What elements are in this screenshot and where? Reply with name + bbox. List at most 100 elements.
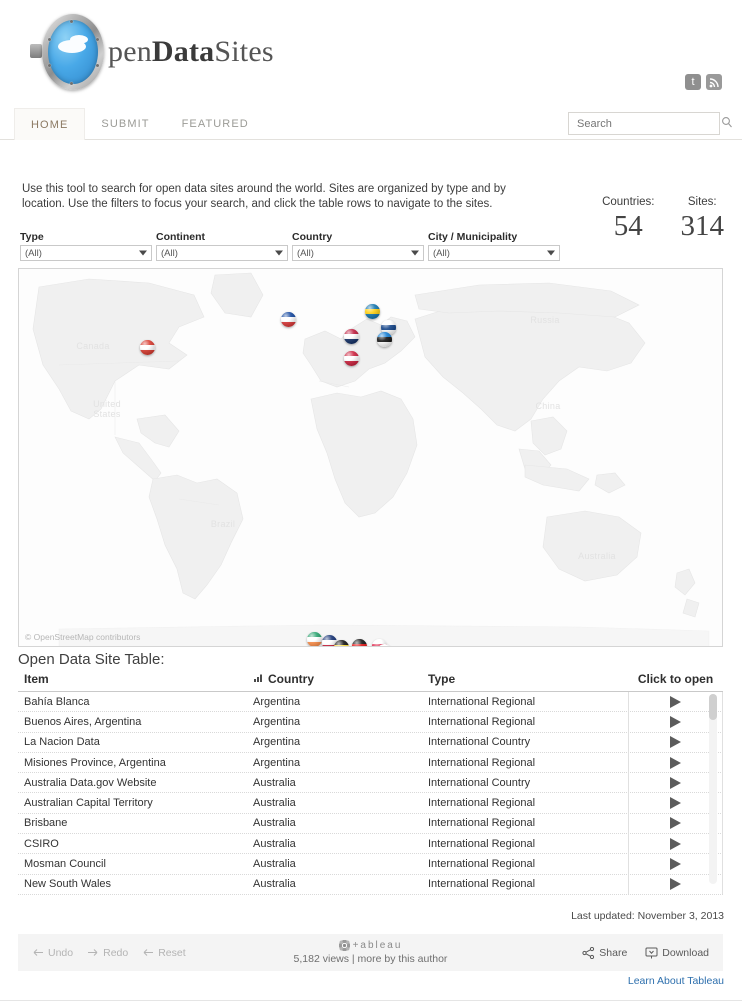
cell-open[interactable] xyxy=(628,792,723,814)
map-marker-germany[interactable] xyxy=(352,639,367,646)
cell-open[interactable] xyxy=(628,772,723,793)
cell-country: Argentina xyxy=(253,756,301,769)
cell-open[interactable] xyxy=(628,691,723,712)
world-map[interactable]: © OpenStreetMap contributors Canada Unite… xyxy=(18,268,723,647)
marker-sphere-sheen xyxy=(377,332,392,347)
search-input[interactable] xyxy=(575,116,721,131)
play-triangle-icon[interactable] xyxy=(670,817,681,830)
nav-item-list: HOME SUBMIT FEATURED xyxy=(0,108,742,140)
tableau-brand-label: +ableau xyxy=(352,940,403,951)
learn-about-tableau-link[interactable]: Learn About Tableau xyxy=(627,975,724,987)
cell-item: Brisbane xyxy=(24,817,68,830)
chevron-down-icon[interactable] xyxy=(411,250,419,256)
nav-item-featured[interactable]: FEATURED xyxy=(181,118,249,130)
map-marker-iceland[interactable] xyxy=(281,312,296,327)
download-button[interactable]: Download xyxy=(645,947,709,959)
marker-sphere-sheen xyxy=(365,304,380,319)
rss-icon[interactable] xyxy=(706,74,722,90)
download-label: Download xyxy=(662,946,709,959)
sort-ascending-icon[interactable] xyxy=(253,672,263,686)
map-marker-denmark[interactable] xyxy=(344,351,359,366)
chevron-down-icon[interactable] xyxy=(275,250,283,256)
magnifier-icon[interactable] xyxy=(721,116,733,131)
reset-button[interactable]: Reset xyxy=(142,947,186,959)
column-header-country[interactable]: Country xyxy=(253,672,428,686)
column-header-type[interactable]: Type xyxy=(428,672,456,686)
filter-country-select[interactable]: (All) xyxy=(292,245,424,261)
main-navigation: HOME SUBMIT FEATURED xyxy=(0,108,742,140)
table-row[interactable]: Australian Capital Territory Australia I… xyxy=(18,792,723,814)
undo-button[interactable]: Undo xyxy=(32,947,73,959)
marker-sphere-sheen xyxy=(381,320,396,335)
play-triangle-icon[interactable] xyxy=(670,797,681,810)
filter-type: Type (All) xyxy=(20,231,152,261)
share-button[interactable]: Share xyxy=(582,946,627,959)
table-row[interactable]: CSIRO Australia International Regional xyxy=(18,833,723,855)
play-triangle-icon[interactable] xyxy=(670,715,681,728)
filter-city-select[interactable]: (All) xyxy=(428,245,560,261)
play-triangle-icon[interactable] xyxy=(670,878,681,891)
table-row[interactable]: Australia Data.gov Website Australia Int… xyxy=(18,772,723,794)
cell-country: Australia xyxy=(253,878,296,891)
map-marker-sweden[interactable] xyxy=(365,304,380,319)
filter-continent-select[interactable]: (All) xyxy=(156,245,288,261)
cell-item: Buenos Aires, Argentina xyxy=(24,715,142,728)
twitter-icon[interactable]: t xyxy=(685,74,701,90)
map-marker-estonia[interactable] xyxy=(377,332,392,347)
cell-country: Australia xyxy=(253,837,296,850)
table-row[interactable]: Bahía Blanca Argentina International Reg… xyxy=(18,691,723,713)
map-marker-ireland[interactable] xyxy=(307,632,322,646)
cell-open[interactable] xyxy=(628,813,723,834)
play-triangle-icon[interactable] xyxy=(670,858,681,871)
map-marker-canada[interactable] xyxy=(140,340,155,355)
play-triangle-icon[interactable] xyxy=(670,837,681,850)
filter-type-select[interactable]: (All) xyxy=(20,245,152,261)
chevron-down-icon[interactable] xyxy=(547,250,555,256)
arrow-left-icon xyxy=(143,949,154,956)
tableau-flower-icon xyxy=(338,940,350,951)
cell-open[interactable] xyxy=(628,732,723,753)
play-triangle-icon[interactable] xyxy=(670,695,681,708)
map-marker-slovakia[interactable] xyxy=(377,644,392,646)
map-marker-poland[interactable] xyxy=(372,639,387,646)
table-row[interactable]: New South Wales Australia International … xyxy=(18,874,723,895)
table-row[interactable]: Misiones Province, Argentina Argentina I… xyxy=(18,752,723,774)
cell-open[interactable] xyxy=(628,711,723,733)
site-header: penDataSites t xyxy=(0,0,742,108)
open-data-site-table: Item Country Type Click to open Bahía Bl… xyxy=(18,672,723,895)
cell-country: Australia xyxy=(253,858,296,871)
chevron-down-icon[interactable] xyxy=(139,250,147,256)
cell-open[interactable] xyxy=(628,752,723,773)
table-scrollbar[interactable] xyxy=(709,694,717,884)
cell-open[interactable] xyxy=(628,874,723,895)
table-row[interactable]: Buenos Aires, Argentina Argentina Intern… xyxy=(18,711,723,733)
map-marker-belgium[interactable] xyxy=(334,640,349,646)
map-marker-finland[interactable] xyxy=(381,320,396,335)
cell-open[interactable] xyxy=(628,833,723,854)
redo-button[interactable]: Redo xyxy=(87,947,128,959)
share-icon xyxy=(582,946,595,959)
play-triangle-icon[interactable] xyxy=(670,736,681,749)
table-row[interactable]: La Nacion Data Argentina International C… xyxy=(18,732,723,753)
search-box[interactable] xyxy=(568,112,732,135)
nav-item-home[interactable]: HOME xyxy=(14,108,86,140)
cell-type: International Regional xyxy=(428,878,536,891)
site-logo[interactable]: penDataSites xyxy=(28,14,274,90)
scrollbar-thumb[interactable] xyxy=(709,694,717,720)
map-marker-uk[interactable] xyxy=(322,635,337,646)
column-header-item[interactable]: Item xyxy=(24,672,49,686)
stat-sites-label: Sites: xyxy=(687,196,717,208)
nav-item-submit[interactable]: SUBMIT xyxy=(101,118,150,130)
play-triangle-icon[interactable] xyxy=(670,756,681,769)
cell-item: Misiones Province, Argentina xyxy=(24,756,166,769)
map-marker-norway[interactable] xyxy=(344,329,359,344)
table-row[interactable]: Mosman Council Australia International R… xyxy=(18,853,723,875)
cell-open[interactable] xyxy=(628,853,723,875)
last-updated-text: Last updated: November 3, 2013 xyxy=(571,910,724,922)
tool-description: Use this tool to search for open data si… xyxy=(22,183,506,210)
map-landmasses xyxy=(32,272,710,646)
play-triangle-icon[interactable] xyxy=(670,776,681,789)
table-row[interactable]: Brisbane Australia International Regiona… xyxy=(18,813,723,835)
logo-wordmark: penDataSites xyxy=(108,35,274,69)
